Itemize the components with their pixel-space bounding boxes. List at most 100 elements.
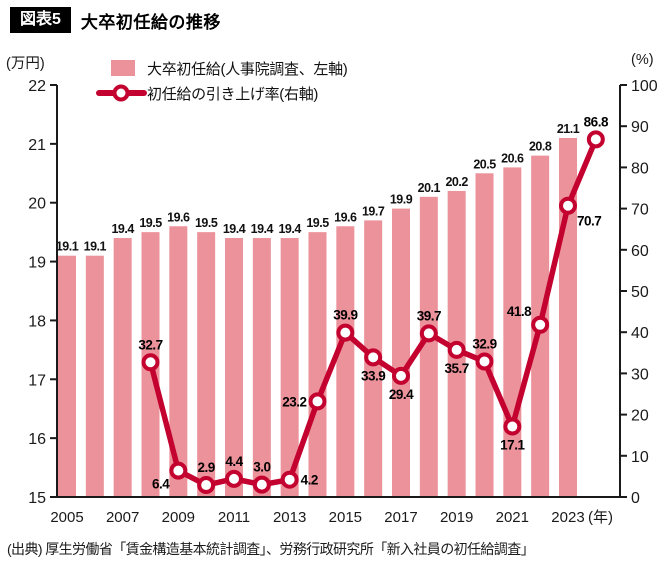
line-marker-2021 — [503, 417, 522, 436]
bar-2006 — [85, 255, 104, 497]
x-axis-year-label: 2009 — [162, 509, 195, 526]
x-axis-year-label: 2013 — [273, 509, 306, 526]
x-axis-year-label: 2023 — [551, 509, 584, 526]
line-value-label: 35.7 — [445, 361, 469, 376]
legend-label-bar: 大卒初任給(人事院調査、左軸) — [147, 60, 348, 78]
left-axis-tick-label: 19 — [28, 255, 46, 272]
page-title: 大卒初任給の推移 — [80, 12, 221, 32]
line-value-label: 6.4 — [152, 477, 170, 492]
line-value-label: 4.4 — [225, 454, 243, 469]
bar-2018 — [419, 196, 438, 498]
bar-value-label: 19.6 — [334, 210, 357, 224]
line-marker-2020 — [475, 352, 494, 371]
bar-value-label: 19.4 — [251, 222, 274, 236]
line-marker-2016 — [364, 348, 383, 367]
line-value-label: 23.2 — [282, 394, 306, 409]
line-value-label: 86.8 — [584, 114, 609, 129]
line-value-label: 39.7 — [417, 308, 441, 323]
left-axis-unit: (万円) — [6, 56, 45, 72]
bar-value-label: 20.2 — [445, 175, 468, 189]
bar-value-label: 20.8 — [529, 140, 552, 154]
line-value-label: 2.9 — [198, 460, 215, 475]
bar-2005 — [58, 255, 76, 497]
line-value-label: 33.9 — [361, 368, 385, 383]
line-value-label: 39.9 — [333, 308, 357, 323]
right-axis-unit: (%) — [631, 52, 654, 68]
line-marker-2024 — [586, 130, 605, 149]
bar-2012 — [252, 238, 271, 497]
x-axis-year-label: 2021 — [496, 509, 529, 526]
x-axis-year-label: 2011 — [218, 509, 250, 526]
left-axis-tick-label: 16 — [28, 431, 46, 448]
bar-value-label: 19.1 — [84, 240, 107, 254]
line-value-label: 70.7 — [577, 214, 601, 229]
line-marker-2023 — [558, 196, 577, 215]
left-axis-tick-label: 15 — [28, 490, 46, 507]
line-value-label: 29.4 — [389, 387, 414, 402]
line-marker-2022 — [531, 315, 550, 334]
line-marker-2012 — [252, 475, 271, 494]
bar-2009 — [169, 226, 188, 497]
right-axis-tick-label: 20 — [631, 408, 649, 425]
line-marker-2009 — [169, 461, 188, 480]
left-axis-tick-label: 22 — [28, 78, 46, 95]
line-marker-2018 — [419, 324, 438, 343]
line-value-label: 32.7 — [138, 337, 162, 352]
line-value-label: 4.2 — [301, 473, 318, 488]
left-axis-tick-label: 20 — [28, 196, 46, 213]
right-axis-tick-label: 70 — [631, 202, 649, 219]
x-axis-year-label: 2005 — [50, 509, 83, 526]
right-axis-tick-label: 50 — [631, 284, 649, 301]
right-axis-tick-label: 40 — [631, 325, 649, 342]
left-axis-tick-label: 18 — [28, 313, 46, 330]
line-value-label: 17.1 — [500, 438, 525, 453]
bar-value-label: 19.5 — [306, 216, 329, 230]
bar-value-label: 19.4 — [111, 222, 134, 236]
bar-2020 — [475, 173, 494, 498]
bar-value-label: 20.6 — [501, 151, 524, 165]
line-marker-2008 — [141, 353, 160, 372]
x-axis-unit-suffix: (年) — [588, 509, 613, 526]
figure-number-badge: 図表5 — [10, 7, 71, 34]
right-axis-tick-label: 30 — [631, 366, 649, 383]
line-marker-2013 — [280, 470, 299, 489]
bar-value-label: 20.5 — [473, 157, 496, 171]
bar-2010 — [197, 232, 216, 497]
right-axis-tick-label: 60 — [631, 243, 649, 260]
legend-label-line: 初任給の引き上げ率(右軸) — [147, 85, 319, 103]
line-series-marker-icon — [96, 84, 147, 102]
bar-value-label: 21.1 — [557, 122, 580, 136]
x-axis-year-label: 2017 — [384, 509, 417, 526]
x-axis-year-label: 2015 — [329, 509, 362, 526]
line-value-label: 41.8 — [507, 304, 532, 319]
right-axis-tick-label: 90 — [631, 119, 649, 136]
source-note: (出典) 厚生労働省「賃金構造基本統計調査」、労務行政研究所「新入社員の初任給調… — [7, 541, 535, 557]
line-marker-2019 — [447, 340, 466, 359]
bar-value-label: 19.7 — [362, 204, 385, 218]
legend-item-bar: 大卒初任給(人事院調査、左軸) — [96, 58, 348, 78]
left-axis-tick-label: 17 — [28, 372, 46, 389]
line-marker-2017 — [391, 366, 410, 385]
left-axis-tick-label: 21 — [28, 137, 46, 154]
x-axis-year-label: 2019 — [440, 509, 473, 526]
bar-value-label: 19.5 — [195, 216, 218, 230]
chart-legend: 大卒初任給(人事院調査、左軸) 初任給の引き上げ率(右軸) — [96, 58, 348, 103]
right-axis-tick-label: 10 — [631, 449, 649, 466]
bar-value-label: 19.9 — [390, 193, 413, 207]
bar-2011 — [224, 238, 243, 497]
right-axis-tick-label: 80 — [631, 160, 649, 177]
bar-2013 — [280, 238, 299, 497]
bar-2007 — [113, 238, 132, 497]
right-axis-tick-label: 100 — [631, 78, 658, 95]
bar-value-label: 19.4 — [223, 222, 246, 236]
bar-value-label: 20.1 — [418, 181, 441, 195]
bar-2017 — [391, 208, 410, 497]
legend-item-line: 初任給の引き上げ率(右軸) — [96, 83, 348, 103]
bar-value-label: 19.4 — [278, 222, 301, 236]
line-marker-2011 — [224, 469, 243, 488]
bar-2015 — [336, 226, 355, 497]
figure-header: 図表5 大卒初任給の推移 — [10, 7, 221, 34]
bar-2014 — [308, 232, 327, 497]
